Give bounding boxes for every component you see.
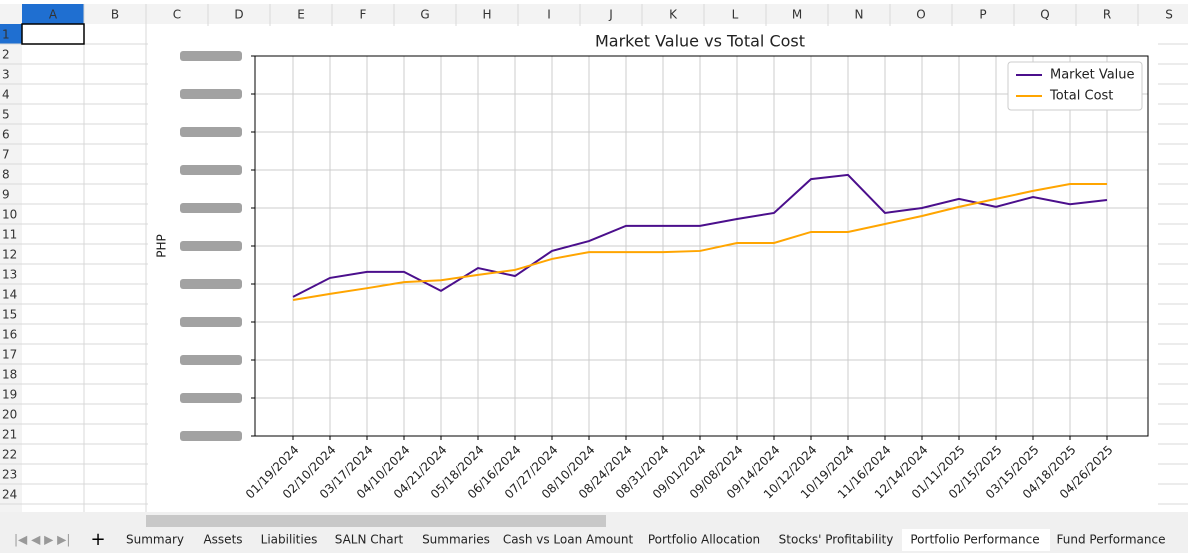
column-header[interactable]: L	[732, 8, 739, 22]
column-header[interactable]: D	[234, 8, 243, 22]
row-header[interactable]: 6	[2, 128, 10, 142]
column-header[interactable]: H	[482, 8, 491, 22]
row-header-bar	[0, 24, 22, 512]
selected-column-header	[22, 4, 84, 24]
legend-label: Market Value	[1050, 68, 1135, 83]
sheet-tab[interactable]: Cash vs Loan Amount	[503, 533, 634, 547]
redacted-tick-label	[180, 165, 242, 175]
redacted-tick-label	[180, 355, 242, 365]
redacted-tick-label	[180, 127, 242, 137]
column-header[interactable]: R	[1103, 8, 1111, 22]
chart-area	[148, 26, 1158, 512]
redacted-tick-label	[180, 89, 242, 99]
legend-label: Total Cost	[1049, 89, 1113, 104]
column-header[interactable]: E	[297, 8, 305, 22]
add-sheet[interactable]: +	[90, 529, 105, 550]
redacted-tick-label	[180, 393, 242, 403]
series-line	[292, 183, 1107, 301]
row-header[interactable]: 1	[2, 28, 10, 42]
row-header[interactable]: 2	[2, 48, 10, 62]
active-tab	[902, 529, 1050, 551]
column-header[interactable]: N	[855, 8, 864, 22]
row-header[interactable]: 8	[2, 168, 10, 182]
redacted-tick-label	[180, 51, 242, 61]
row-header[interactable]: 20	[2, 408, 17, 422]
column-header[interactable]: K	[669, 8, 678, 22]
row-header[interactable]: 21	[2, 428, 17, 442]
redacted-tick-label	[180, 241, 242, 251]
redacted-tick-label	[180, 317, 242, 327]
row-header[interactable]: 24	[2, 488, 17, 502]
redacted-tick-label	[180, 431, 242, 441]
redacted-tick-label	[180, 279, 242, 289]
column-header[interactable]: B	[111, 8, 119, 22]
sheet-tab[interactable]: Portfolio Performance	[910, 533, 1039, 547]
sheet-tab[interactable]: Summary	[126, 533, 184, 547]
row-header[interactable]: 15	[2, 308, 17, 322]
row-header[interactable]: 19	[2, 388, 17, 402]
sheet-tab[interactable]: Assets	[203, 533, 242, 547]
row-header[interactable]: 12	[2, 248, 17, 262]
plot-frame	[254, 55, 1149, 437]
column-header[interactable]: J	[608, 8, 613, 22]
row-header[interactable]: 3	[2, 68, 10, 82]
column-header[interactable]: Q	[1040, 8, 1049, 22]
column-header-bar	[0, 4, 1188, 24]
column-header[interactable]: C	[173, 8, 181, 22]
row-header[interactable]: 17	[2, 348, 17, 362]
tab-nav[interactable]: |◀ ◀ ▶ ▶|	[14, 533, 70, 547]
sheet-tab[interactable]: Liabilities	[261, 533, 318, 547]
row-header[interactable]: 22	[2, 448, 17, 462]
sheet-tab[interactable]: Fund Performance	[1057, 533, 1166, 547]
row-header[interactable]: 11	[2, 228, 17, 242]
series-line	[292, 173, 1108, 298]
selected-cell	[21, 23, 85, 45]
column-header[interactable]: P	[979, 8, 986, 22]
y-axis-label: PHP	[155, 234, 169, 258]
row-header[interactable]: 18	[2, 368, 17, 382]
row-header[interactable]: 4	[2, 88, 10, 102]
chart-title: Market Value vs Total Cost	[595, 32, 805, 51]
row-header[interactable]: 14	[2, 288, 17, 302]
row-header[interactable]: 23	[2, 468, 17, 482]
row-header[interactable]: 7	[2, 148, 10, 162]
row-header[interactable]: 10	[2, 208, 17, 222]
row-header[interactable]: 13	[2, 268, 17, 282]
row-header[interactable]: 9	[2, 188, 10, 202]
row-header[interactable]: 16	[2, 328, 17, 342]
column-header[interactable]: A	[49, 8, 58, 22]
column-header[interactable]: F	[360, 8, 367, 22]
column-header[interactable]: G	[420, 8, 429, 22]
column-header[interactable]: O	[916, 8, 925, 22]
row-header[interactable]: 5	[2, 108, 10, 122]
column-header[interactable]: M	[792, 8, 802, 22]
redacted-tick-label	[180, 203, 242, 213]
column-header[interactable]: S	[1165, 8, 1173, 22]
sheet-tab[interactable]: Stocks' Profitability	[779, 533, 894, 547]
selected-row-header	[0, 24, 22, 44]
column-header[interactable]: I	[547, 8, 551, 22]
sheet-tab[interactable]: Portfolio Allocation	[648, 533, 760, 547]
scrollbar	[146, 515, 606, 527]
sheet-tab[interactable]: SALN Chart	[335, 533, 404, 547]
sheet-tab[interactable]: Summaries	[422, 533, 490, 547]
